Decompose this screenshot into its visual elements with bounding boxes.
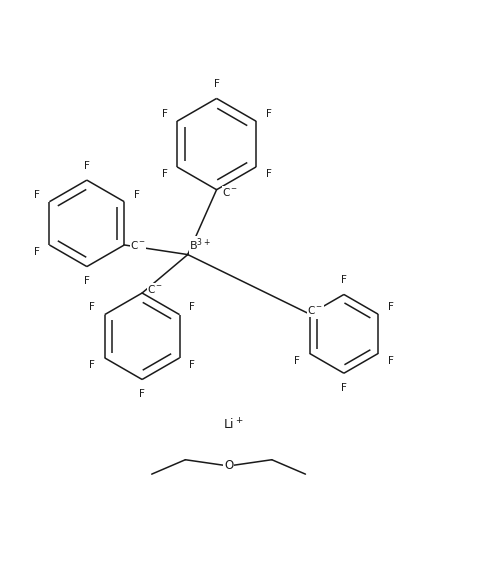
Text: F: F: [34, 189, 40, 200]
Text: C$^-$: C$^-$: [130, 239, 146, 251]
Text: C$^-$: C$^-$: [147, 283, 163, 295]
Text: F: F: [387, 302, 394, 312]
Text: F: F: [266, 109, 272, 119]
Text: F: F: [139, 389, 145, 399]
Text: F: F: [162, 169, 168, 179]
Text: F: F: [341, 275, 347, 285]
Text: B$^{3+}$: B$^{3+}$: [189, 237, 211, 253]
Text: F: F: [295, 356, 300, 366]
Text: O: O: [224, 460, 233, 473]
Text: F: F: [134, 189, 139, 200]
Text: F: F: [84, 161, 90, 171]
Text: Li$^+$: Li$^+$: [223, 418, 243, 433]
Text: F: F: [189, 360, 195, 370]
Text: F: F: [341, 383, 347, 393]
Text: C$^-$: C$^-$: [222, 186, 239, 198]
Text: C$^-$: C$^-$: [307, 304, 324, 316]
Text: F: F: [89, 302, 95, 312]
Text: F: F: [84, 276, 90, 286]
Text: F: F: [89, 360, 95, 370]
Text: F: F: [266, 169, 272, 179]
Text: F: F: [214, 79, 220, 89]
Text: F: F: [34, 247, 40, 257]
Text: F: F: [189, 302, 195, 312]
Text: F: F: [387, 356, 394, 366]
Text: F: F: [162, 109, 168, 119]
